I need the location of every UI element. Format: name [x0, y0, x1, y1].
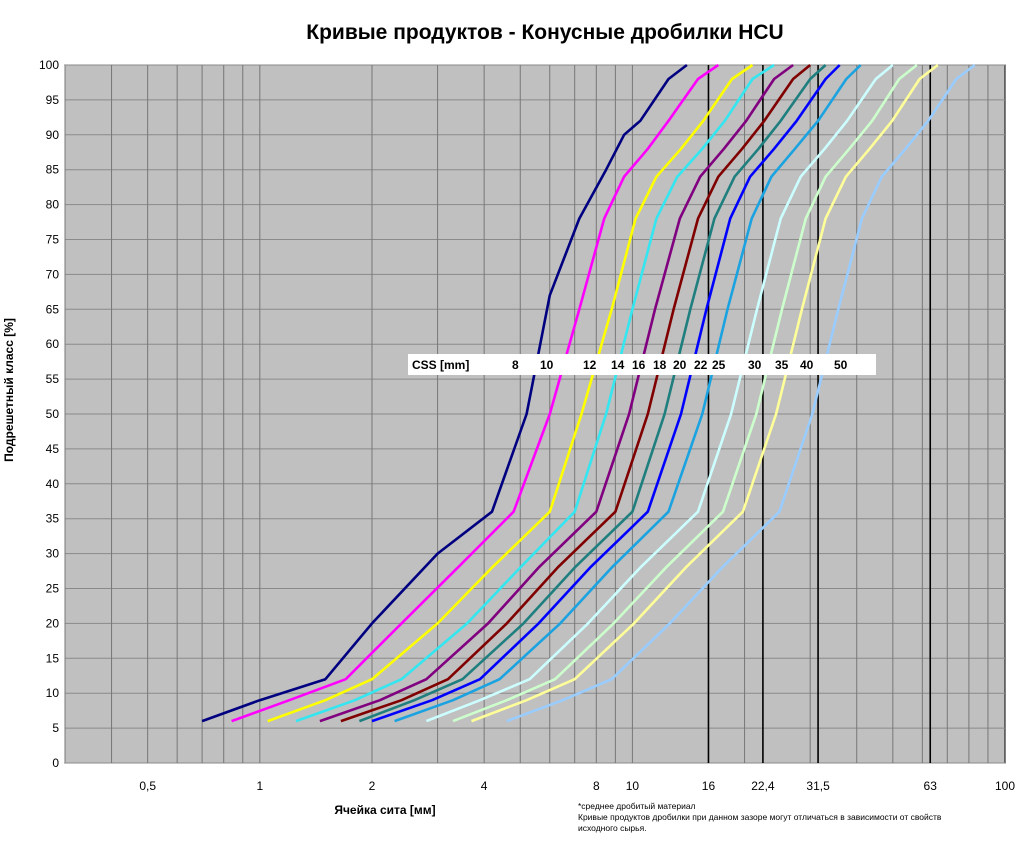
legend-label: 14 [611, 358, 625, 372]
y-tick-label: 65 [46, 302, 60, 316]
legend-label: 40 [800, 358, 814, 372]
y-tick-label: 100 [39, 58, 59, 72]
legend-label: 35 [775, 358, 789, 372]
y-tick-label: 50 [46, 407, 60, 421]
x-tick-label: 8 [593, 779, 600, 793]
legend: CSS [mm] 8 10 12 14 16 18 20 22 25 30 35 40 50 [408, 354, 876, 375]
x-tick-label: 10 [626, 779, 640, 793]
y-tick-label: 20 [46, 616, 60, 630]
chart-title: Кривые продуктов - Конусные дробилки HCU [306, 21, 783, 44]
legend-prefix: CSS [mm] [412, 358, 469, 372]
y-tick-label: 90 [46, 128, 60, 142]
y-tick-label: 10 [46, 686, 60, 700]
y-tick-label: 60 [46, 337, 60, 351]
footnote-line-3: исходного сырья. [578, 823, 647, 833]
legend-label: 30 [748, 358, 762, 372]
x-tick-label: 22,4 [751, 779, 775, 793]
y-tick-label: 80 [46, 198, 60, 212]
reference-lines [707, 65, 932, 763]
footnote-line-1: *среднее дробитый материал [578, 801, 696, 811]
x-axis-ticks: 0,5 1 2 4 8 10 16 22,4 31,5 63 100 [139, 779, 1015, 793]
legend-label: 25 [712, 358, 726, 372]
x-tick-label: 1 [256, 779, 263, 793]
x-tick-label: 100 [995, 779, 1015, 793]
x-tick-label: 31,5 [806, 779, 830, 793]
grid [64, 64, 1005, 764]
y-tick-label: 0 [52, 756, 59, 770]
y-tick-label: 55 [46, 372, 60, 386]
x-tick-label: 63 [924, 779, 938, 793]
legend-label: 8 [512, 358, 519, 372]
y-tick-label: 25 [46, 582, 60, 596]
x-tick-label: 0,5 [139, 779, 156, 793]
y-tick-label: 95 [46, 93, 60, 107]
y-tick-label: 5 [52, 721, 59, 735]
y-tick-label: 15 [46, 651, 60, 665]
legend-label: 12 [583, 358, 597, 372]
legend-label: 18 [653, 358, 667, 372]
y-tick-label: 30 [46, 547, 60, 561]
legend-label: 10 [540, 358, 554, 372]
y-tick-label: 75 [46, 233, 60, 247]
y-tick-label: 70 [46, 267, 60, 281]
footnote-line-2: Кривые продуктов дробилки при данном заз… [578, 812, 942, 822]
x-tick-label: 2 [369, 779, 376, 793]
y-tick-label: 45 [46, 442, 60, 456]
legend-box [408, 354, 876, 375]
x-axis-label: Ячейка сита [мм] [334, 803, 435, 817]
x-tick-label: 16 [702, 779, 716, 793]
y-tick-label: 40 [46, 477, 60, 491]
legend-label: 22 [694, 358, 708, 372]
y-tick-label: 85 [46, 163, 60, 177]
y-axis-ticks: 0 5 10 15 20 25 30 35 40 45 50 55 60 65 70 75 80 85 90 95 10… [39, 58, 59, 770]
legend-label: 50 [834, 358, 848, 372]
x-tick-label: 4 [481, 779, 488, 793]
legend-label: 16 [632, 358, 646, 372]
footnote: *среднее дробитый материал Кривые продук… [578, 801, 1018, 834]
legend-label: 20 [673, 358, 687, 372]
y-tick-label: 35 [46, 512, 60, 526]
y-axis-label: Подрешетный класс [%] [2, 318, 16, 462]
